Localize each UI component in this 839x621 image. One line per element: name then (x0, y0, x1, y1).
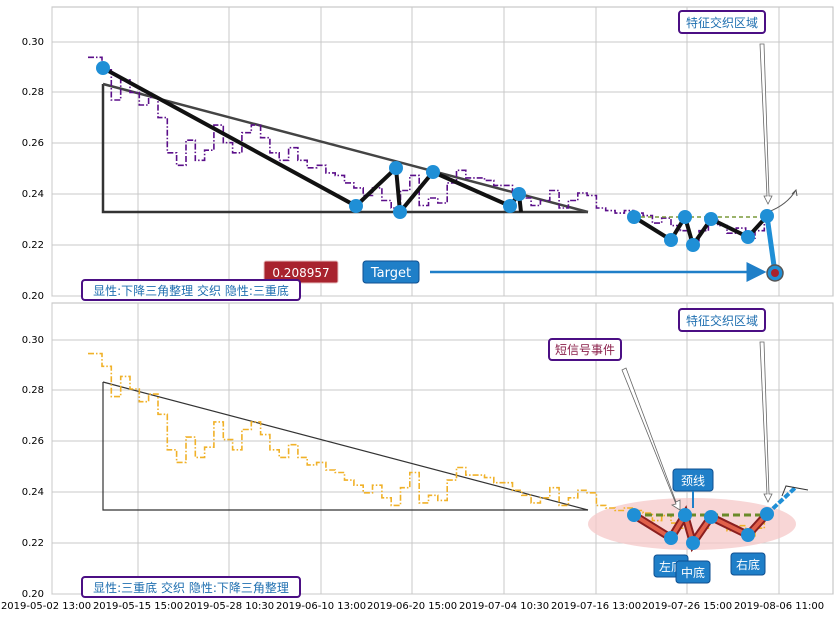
event-pointer (621, 367, 681, 511)
right-bottom-label-box (730, 552, 766, 576)
bottom-ytick-2: 0.24 (22, 487, 44, 498)
bottom-ytick-1: 0.22 (22, 538, 44, 549)
top-marker (349, 199, 363, 213)
bottom-series-line (88, 352, 769, 540)
top-price-series (88, 56, 769, 242)
top-marker (426, 165, 440, 179)
top-y-axis: 0.20 0.22 0.24 0.26 0.28 0.30 (22, 37, 44, 302)
target-box (362, 260, 420, 284)
top-marker-start (96, 61, 110, 75)
top-pattern-label-box (81, 279, 301, 301)
bottom-marker (760, 507, 774, 521)
top-panel-frame (51, 6, 834, 297)
target-label: Target (370, 266, 411, 281)
top-curve-arrowhead (791, 188, 798, 197)
bottom-region-label: 特征交织区域 (686, 313, 758, 328)
top-series-line (88, 56, 769, 242)
top-grid (51, 7, 833, 297)
middle-bottom-label-box (675, 560, 711, 584)
bottom-grid (51, 303, 833, 595)
top-pattern-label: 显性:下降三角整理 交织 隐性:三重底 (93, 283, 289, 298)
bottom-forecast-line (765, 485, 798, 516)
bottom-forecast-arrowhead (781, 485, 809, 497)
top-marker (760, 209, 774, 223)
top-region-pointer (759, 43, 773, 205)
top-markers (96, 61, 784, 282)
top-marker (393, 205, 407, 219)
event-label-box (548, 338, 622, 361)
top-marker (503, 199, 517, 213)
xtick-6: 2019-07-16 13:00 (551, 601, 641, 612)
value-label: 0.208957 (272, 266, 329, 280)
xtick-8: 2019-08-06 11:00 (734, 601, 824, 612)
bottom-marker-left-bottom (664, 531, 678, 545)
top-ytick-4: 0.28 (22, 87, 44, 98)
top-marker (741, 230, 755, 244)
top-marker (389, 161, 403, 175)
top-region-label: 特征交织区域 (686, 15, 758, 30)
top-ytick-2: 0.24 (22, 189, 44, 200)
event-label: 短信号事件 (555, 343, 615, 357)
top-triangle-base (101, 84, 588, 214)
bottom-price-series (88, 352, 769, 540)
bottom-pattern-label-box (81, 576, 301, 598)
top-marker (686, 238, 700, 252)
top-target-marker-core (771, 269, 779, 277)
xtick-5: 2019-07-04 10:30 (459, 601, 549, 612)
top-marker (664, 233, 678, 247)
top-triangle-upper-edge (102, 82, 589, 214)
xtick-4: 2019-06-20 15:00 (367, 601, 457, 612)
bottom-triangle-base (102, 382, 588, 511)
bottom-marker-right-bottom (741, 528, 755, 542)
bottom-y-axis: 0.20 0.22 0.24 0.26 0.28 0.30 (22, 335, 44, 600)
top-forecast-line (764, 215, 778, 274)
xtick-2: 2019-05-28 10:30 (184, 601, 274, 612)
x-axis: 2019-05-02 13:00 2019-05-15 15:00 2019-0… (1, 601, 824, 612)
neckline-label: 颈线 (681, 474, 705, 488)
bottom-ytick-5: 0.30 (22, 335, 44, 346)
bottom-region-pointer (759, 341, 773, 503)
top-marker (704, 212, 718, 226)
bottom-triangle-upper-edge (102, 381, 589, 511)
bottom-panel-frame (51, 302, 834, 595)
xtick-1: 2019-05-15 15:00 (93, 601, 183, 612)
bottom-marker-middle-bottom (686, 536, 700, 550)
bottom-marker (627, 508, 641, 522)
middle-bottom-label: 中底 (681, 565, 705, 580)
bottom-pattern-label: 显性:三重底 交织 隐性:下降三角整理 (93, 580, 289, 595)
bottom-marker (678, 508, 692, 522)
bottom-region-label-box (678, 308, 766, 332)
bottom-marker (704, 510, 718, 524)
xtick-0: 2019-05-02 13:00 (1, 601, 91, 612)
bottom-markers (627, 507, 774, 550)
top-curve-arrow (767, 189, 797, 213)
top-ytick-5: 0.30 (22, 37, 44, 48)
top-marker (627, 210, 641, 224)
bottom-ytick-0: 0.20 (22, 589, 44, 600)
top-region-label-box (678, 10, 766, 34)
xtick-3: 2019-06-10 13:00 (276, 601, 366, 612)
right-bottom-label: 右底 (736, 557, 760, 572)
top-ytick-0: 0.20 (22, 291, 44, 302)
top-marker (678, 210, 692, 224)
top-ytick-3: 0.26 (22, 138, 44, 149)
bottom-ytick-3: 0.26 (22, 436, 44, 447)
top-marker (512, 187, 526, 201)
bottom-ytick-4: 0.28 (22, 385, 44, 396)
xtick-7: 2019-07-26 15:00 (642, 601, 732, 612)
top-ytick-1: 0.22 (22, 240, 44, 251)
